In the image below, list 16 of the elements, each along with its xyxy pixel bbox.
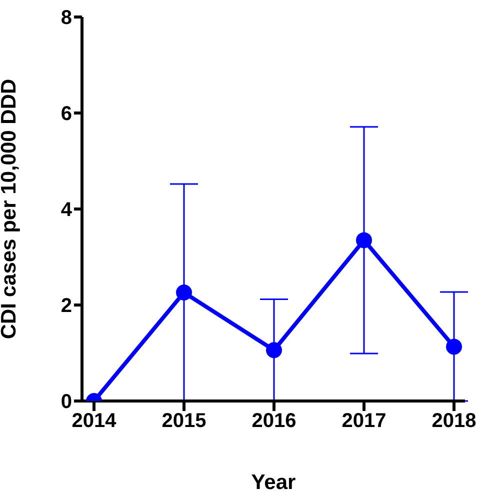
y-tick-label: 0: [60, 391, 72, 414]
x-tick-label: 2016: [252, 410, 296, 432]
y-tick-label: 2: [60, 295, 72, 318]
point: [446, 338, 462, 355]
x-tick-label: 2018: [432, 410, 476, 432]
point: [356, 232, 372, 248]
x-tick-label: 2015: [162, 410, 206, 432]
point: [176, 284, 192, 301]
x-tick-label: 2014: [72, 410, 118, 432]
y-tick-label: 8: [60, 7, 72, 30]
y-tick-label: 6: [60, 103, 72, 126]
y-axis-title: CDI cases per 10,000 DDD: [0, 78, 20, 340]
point: [266, 342, 282, 358]
y-tick-label: 4: [60, 199, 73, 222]
x-tick-label: 2017: [342, 410, 386, 432]
x-axis-title: Year: [251, 471, 296, 493]
